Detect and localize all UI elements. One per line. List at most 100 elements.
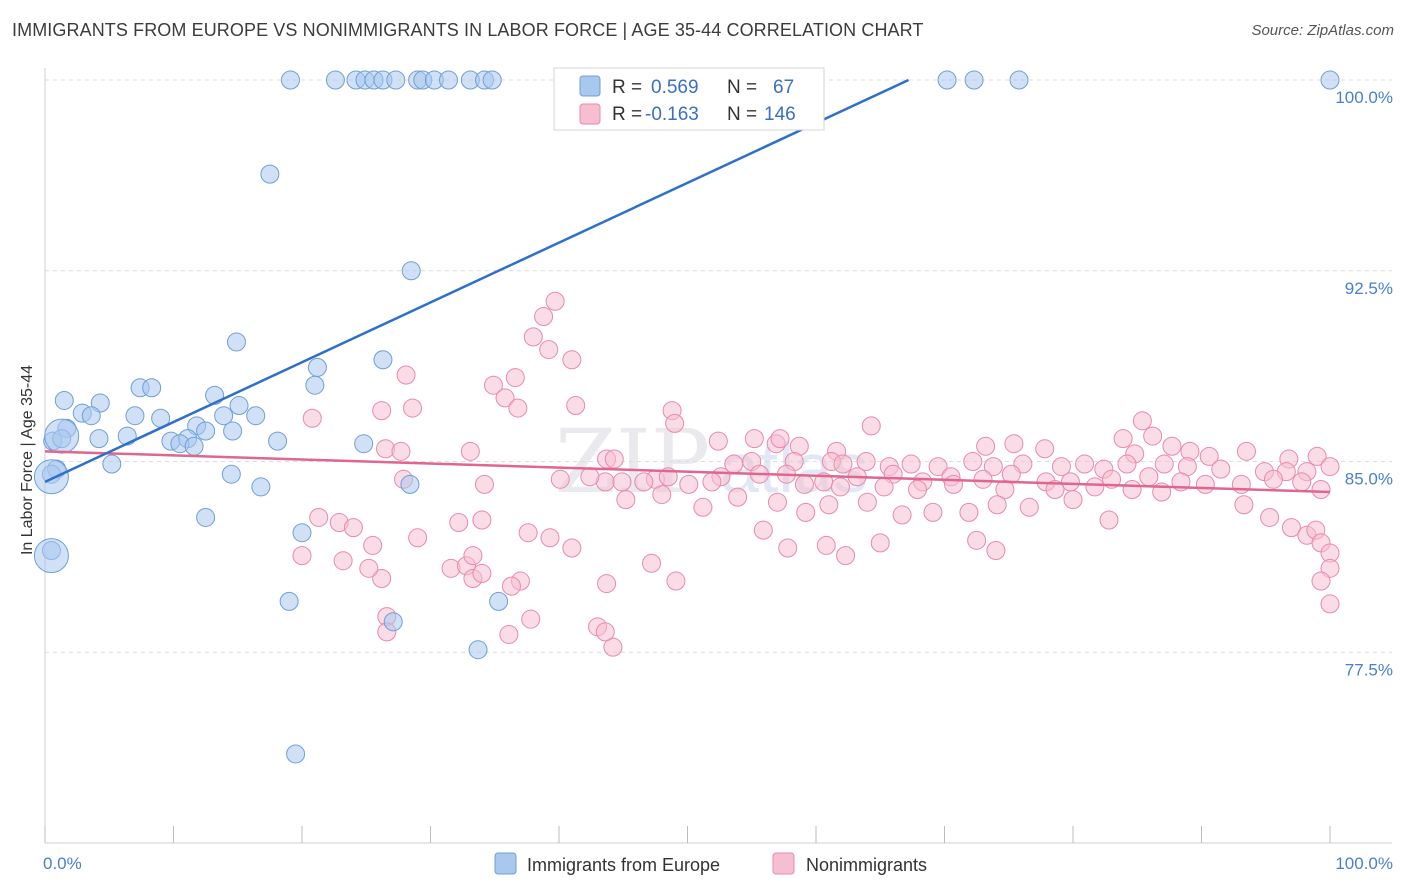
nonimmigrants-point (302, 408, 322, 428)
nonimmigrants-point (1132, 411, 1152, 431)
nonimmigrants-point (1075, 454, 1095, 474)
nonimmigrants-point (874, 477, 894, 497)
nonimmigrants-point (408, 528, 428, 548)
nonimmigrants-point (770, 429, 790, 449)
nonimmigrants-point (562, 350, 582, 370)
immigrants-point (214, 406, 234, 426)
nonimmigrants-point (830, 477, 850, 497)
nonimmigrants-point (973, 469, 993, 489)
nonimmigrants-point (372, 401, 392, 421)
immigrants-point (125, 406, 145, 426)
nonimmigrants-point (767, 492, 787, 512)
immigrants-point (33, 538, 69, 574)
nonimmigrants-point (472, 510, 492, 530)
immigrants-point (292, 523, 312, 543)
nonimmigrants-point (976, 436, 996, 456)
immigrants-points (33, 70, 1340, 764)
nonimmigrants-point (550, 469, 570, 489)
immigrants-point (286, 744, 306, 764)
nonimmigrants-point (642, 553, 662, 573)
nonimmigrants-trend-line (44, 450, 1331, 494)
nonimmigrants-point (1051, 457, 1071, 477)
nonimmigrants-point (1320, 457, 1340, 477)
nonimmigrants-point (861, 416, 881, 436)
nonimmigrants-point (833, 454, 853, 474)
nonimmigrants-point (1234, 495, 1254, 515)
immigrants-point (383, 612, 403, 632)
nonimmigrants-point (1004, 434, 1024, 454)
nonimmigrants-point (333, 551, 353, 571)
nonimmigrants-point (652, 485, 672, 505)
immigrants-point (400, 474, 420, 494)
nonimmigrants-point (901, 454, 921, 474)
nonimmigrants-point (1063, 490, 1083, 510)
nonimmigrants-point (1099, 510, 1119, 530)
immigrants-point (184, 436, 204, 456)
nonimmigrants-point (597, 574, 617, 594)
y-tick-label: 85.0% (1345, 470, 1393, 489)
nonimmigrants-point (816, 535, 836, 555)
nonimmigrants-point (796, 502, 816, 522)
immigrants-point (1320, 70, 1340, 90)
tick-labels: 77.5% 85.0% 92.5% 100.0% 0.0% 100.0% (43, 88, 1393, 873)
nonimmigrants-point (616, 490, 636, 510)
immigrants-point (223, 421, 243, 441)
nonimmigrants-point (1211, 459, 1231, 479)
nonimmigrants-point (702, 472, 722, 492)
immigrants-point (482, 70, 502, 90)
legend-label-immigrants: Immigrants from Europe (527, 855, 720, 875)
nonimmigrants-point (521, 609, 541, 629)
nonimmigrants-point (540, 528, 560, 548)
nonimmigrants-point (495, 388, 515, 408)
nonimmigrants-point (1019, 497, 1039, 517)
immigrants-point (33, 459, 69, 495)
nonimmigrants-point (923, 502, 943, 522)
immigrants-point (196, 507, 216, 527)
immigrants-point (142, 378, 162, 398)
nonimmigrants-point (363, 535, 383, 555)
nonimmigrants-point (856, 452, 876, 471)
nonimmigrants-point (1139, 467, 1159, 487)
nonimmigrants-point (460, 441, 480, 461)
nonimmigrants-point (359, 558, 379, 578)
nonimmigrants-point (343, 518, 363, 538)
nonimmigrants-point (1292, 472, 1312, 492)
nonimmigrants-point (666, 571, 686, 591)
immigrants-point (54, 390, 74, 410)
nonimmigrants-point (372, 568, 392, 588)
nonimmigrants-point (612, 472, 632, 492)
nonimmigrants-point (603, 637, 623, 657)
nonimmigrants-point (474, 474, 494, 494)
nonimmigrants-point (728, 487, 748, 507)
nonimmigrants-point (1117, 454, 1137, 474)
nonimmigrants-point (679, 474, 699, 494)
nonimmigrants-point (986, 541, 1006, 561)
nonimmigrants-point (545, 291, 565, 311)
immigrants-point (226, 332, 246, 352)
nonimmigrants-point (819, 495, 839, 515)
immigrants-point (196, 421, 216, 441)
immigrants-point (246, 406, 266, 426)
nonimmigrants-point (472, 563, 492, 583)
immigrants-point (468, 640, 488, 660)
nonimmigrants-point (403, 398, 423, 418)
nonimmigrants-point (1199, 446, 1219, 466)
stats-swatch-blue (579, 75, 601, 97)
nonimmigrants-point (1045, 479, 1065, 499)
nonimmigrants-point (928, 457, 948, 477)
nonimmigrants-point (794, 474, 814, 494)
nonimmigrants-point (1035, 439, 1055, 459)
nonimmigrants-point (1195, 474, 1215, 494)
nonimmigrants-point (1263, 469, 1283, 489)
nonimmigrants-point (1154, 454, 1174, 474)
source-credit: Source: ZipAtlas.com (1251, 22, 1394, 39)
stats-n-value-1: 67 (773, 77, 794, 98)
nonimmigrants-point (309, 507, 329, 527)
nonimmigrants-point (1122, 479, 1142, 499)
nonimmigrants-point (967, 530, 987, 550)
nonimmigrants-point (396, 365, 416, 385)
nonimmigrants-point (539, 340, 559, 360)
immigrants-point (401, 261, 421, 281)
nonimmigrants-point (836, 546, 856, 566)
